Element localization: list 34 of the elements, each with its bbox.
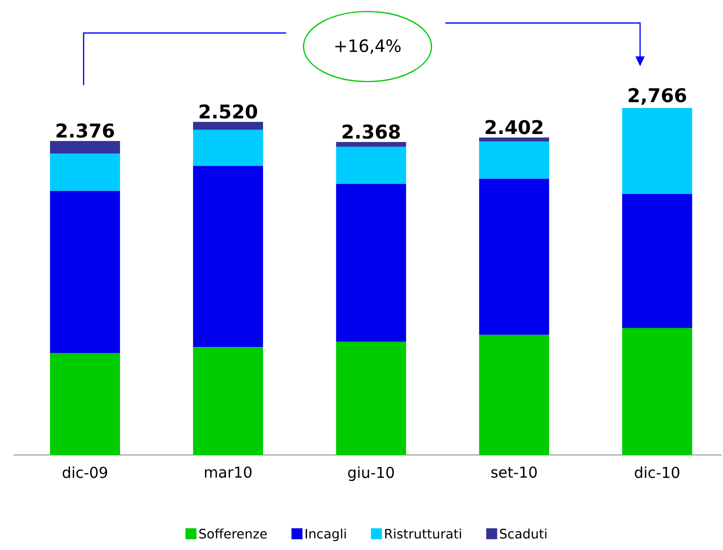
legend-label: Scaduti <box>500 528 546 539</box>
bar <box>50 352 120 455</box>
annotation: 2.368 <box>342 124 400 139</box>
bar <box>479 334 550 455</box>
bar <box>50 190 120 353</box>
annotation: 2.520 <box>200 104 258 119</box>
x-tick-label: dic-10 <box>634 466 680 478</box>
legend-label: Sofferenze <box>199 528 267 539</box>
legend-label: Ristrutturati <box>385 528 461 539</box>
bar <box>50 140 120 154</box>
bar <box>336 342 406 455</box>
bar <box>479 178 550 335</box>
x-tick-label: dic-09 <box>62 466 108 478</box>
bar <box>622 328 692 455</box>
bar <box>622 108 692 194</box>
bar <box>622 194 692 328</box>
annotation: 2.402 <box>486 120 542 134</box>
legend-label: Incagli <box>306 528 346 542</box>
bar <box>193 130 264 166</box>
bar <box>193 166 264 348</box>
bar <box>479 142 550 179</box>
bar <box>336 146 406 184</box>
bar <box>336 142 406 147</box>
bar <box>336 184 406 342</box>
x-tick-label: mar10 <box>204 466 252 478</box>
bar <box>193 122 264 130</box>
annotation: 2.376 <box>56 123 114 138</box>
bar <box>50 154 120 191</box>
x-tick-label: giu-10 <box>348 466 394 481</box>
annotation: 2,766 <box>628 88 686 105</box>
x-tick-label: set-10 <box>491 466 537 478</box>
bar <box>479 137 550 142</box>
text: +16,4% <box>335 39 401 54</box>
bar <box>193 347 264 455</box>
